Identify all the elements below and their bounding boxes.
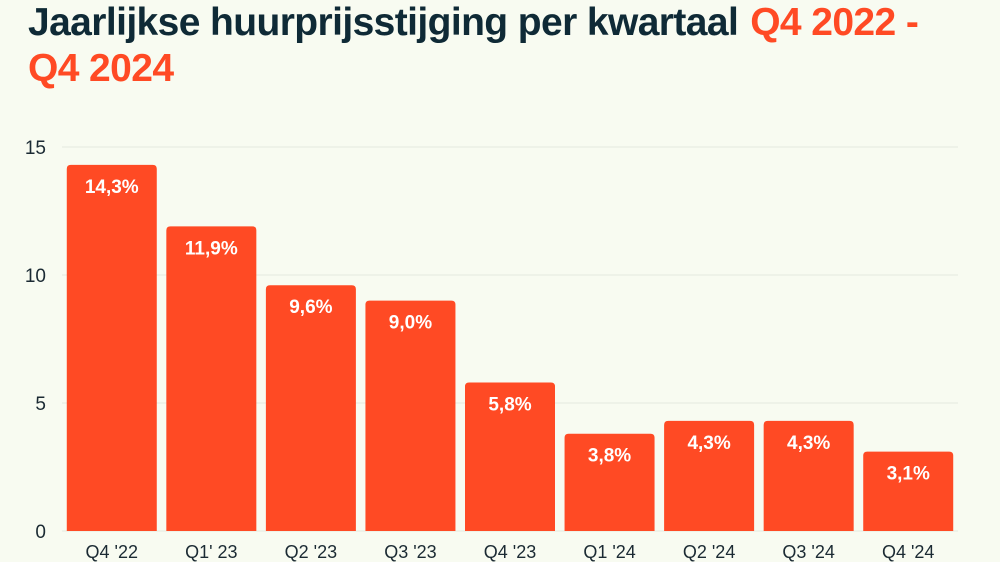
y-tick-label: 5 [35, 394, 46, 415]
bar-value-label: 9,6% [289, 297, 332, 318]
y-tick-label: 15 [25, 138, 46, 159]
x-tick-label: Q4 '24 [882, 542, 934, 562]
bar-value-label: 14,3% [85, 177, 139, 198]
x-axis-ticks: Q4 '22 Q1' 23 Q2 '23 Q3 '23 Q4 '23 Q1 '24 Q2 '… [86, 542, 935, 562]
bar-value-label: 11,9% [185, 238, 238, 259]
x-tick-label: Q3 '24 [782, 542, 834, 562]
y-tick-label: 10 [25, 266, 46, 287]
bar [664, 420, 755, 531]
y-axis-ticks: 0 5 10 15 [25, 138, 46, 543]
x-tick-label: Q1 '24 [583, 542, 635, 562]
bar [66, 164, 157, 532]
chart-title-main: Jaarlijkse huurprijsstijging per kwartaa… [28, 1, 739, 44]
bar [265, 285, 356, 531]
y-tick-label: 0 [35, 522, 46, 543]
x-tick-label: Q4 '22 [86, 542, 138, 562]
bar [863, 451, 954, 531]
bar [365, 300, 456, 531]
x-tick-label: Q3 '23 [384, 542, 436, 562]
bar-value-label: 4,3% [687, 433, 730, 454]
x-tick-label: Q4 '23 [484, 542, 536, 562]
bar [465, 382, 555, 531]
x-tick-label: Q2 '24 [683, 542, 735, 562]
bar-value-label: 4,3% [787, 433, 830, 454]
bar [564, 433, 655, 531]
x-tick-label: Q2 '23 [285, 542, 337, 562]
bar [763, 420, 854, 531]
chart-title: Jaarlijkse huurprijsstijging per kwartaa… [28, 0, 968, 92]
data-labels: 14,3% 11,9% 9,6% 9,0% 5,8% 3,8% 4,3% 4,3% 3,1% [85, 177, 930, 485]
bar [166, 226, 257, 532]
bar-value-label: 9,0% [389, 313, 432, 334]
chart-title-period: Q4 2022 - Q4 2024 [28, 1, 919, 90]
bar-value-label: 3,8% [588, 446, 631, 467]
x-tick-label: Q1' 23 [185, 542, 237, 562]
bar-value-label: 3,1% [887, 464, 930, 485]
bars [66, 164, 954, 532]
bar-value-label: 5,8% [488, 395, 531, 416]
